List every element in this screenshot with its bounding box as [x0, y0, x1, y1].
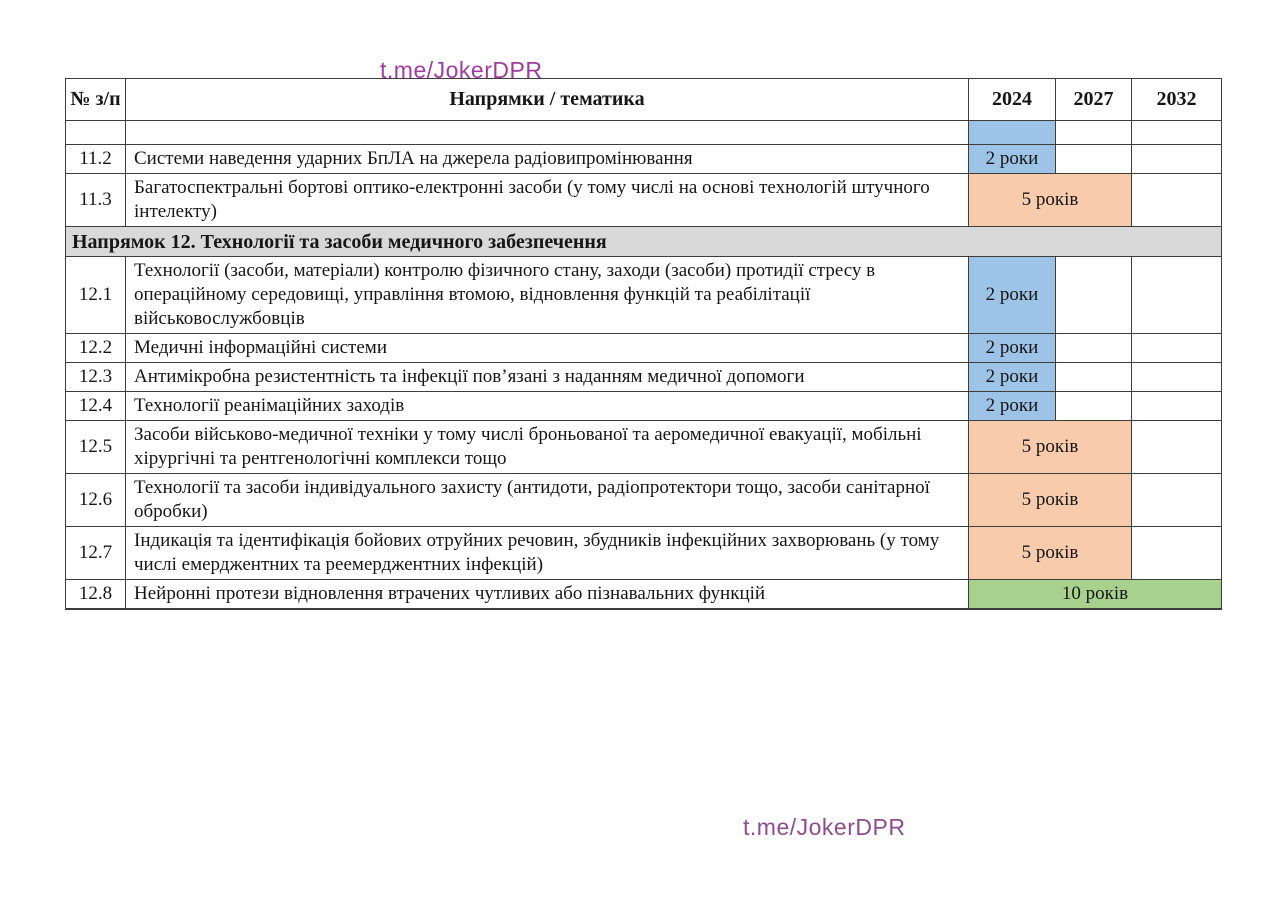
row-topic-text: Засоби військово-медичної техніки у тому… — [125, 420, 969, 474]
table-row: 12.2 Медичні інформаційні системи 2 роки — [65, 333, 1222, 363]
timeline-cell-empty — [1131, 526, 1222, 580]
timeline-cell-empty — [1055, 333, 1132, 363]
row-number: 12.3 — [65, 362, 126, 392]
timeline-cell-orange: 5 років — [968, 526, 1132, 580]
row-topic-text: Технології (засоби, матеріали) контролю … — [125, 256, 969, 334]
row-topic-text — [125, 120, 969, 145]
timeline-cell-orange: 5 років — [968, 473, 1132, 527]
timeline-cell-blue: 2 роки — [968, 256, 1056, 334]
timeline-cell-empty — [1055, 144, 1132, 174]
row-topic-text: Індикація та ідентифікація бойових отруй… — [125, 526, 969, 580]
timeline-cell-blue: 2 роки — [968, 144, 1056, 174]
timeline-cell-empty — [1131, 391, 1222, 421]
column-header-2024: 2024 — [968, 78, 1056, 121]
watermark-top: t.me/JokerDPR — [380, 57, 543, 83]
row-number: 11.2 — [65, 144, 126, 174]
timeline-cell-empty — [1131, 144, 1222, 174]
row-topic-text: Багатоспектральні бортові оптико-електро… — [125, 173, 969, 227]
timeline-cell-blue: 2 роки — [968, 391, 1056, 421]
timeline-cell-empty — [1055, 362, 1132, 392]
row-topic-text: Системи наведення ударних БпЛА на джерел… — [125, 144, 969, 174]
timeline-cell-empty — [1131, 120, 1222, 145]
timeline-cell-green: 10 років — [968, 579, 1222, 610]
row-number: 12.6 — [65, 473, 126, 527]
section-header-label: Напрямок 12. Технології та засоби медичн… — [65, 226, 1222, 257]
timeline-cell-empty — [1131, 173, 1222, 227]
timeline-cell-orange: 5 років — [968, 420, 1132, 474]
table-row: 12.7 Індикація та ідентифікація бойових о… — [65, 526, 1222, 580]
row-number: 12.1 — [65, 256, 126, 334]
table-row: 12.1 Технології (засоби, матеріали) контр… — [65, 256, 1222, 334]
row-number: 11.3 — [65, 173, 126, 227]
timeline-cell-empty — [1131, 420, 1222, 474]
table-row: 11.3 Багатоспектральні бортові оптико-еле… — [65, 173, 1222, 227]
table-row: 12.3 Антимікробна резистентність та інфек… — [65, 362, 1222, 392]
row-number: 12.4 — [65, 391, 126, 421]
timeline-cell-blue: 2 роки — [968, 362, 1056, 392]
column-header-topic: Напрямки / тематика — [125, 78, 969, 121]
row-topic-text: Нейронні протези відновлення втрачених ч… — [125, 579, 969, 610]
table-row: 12.5 Засоби військово-медичної техніки у … — [65, 420, 1222, 474]
row-number: 12.8 — [65, 579, 126, 610]
table-row: 12.8 Нейронні протези відновлення втрачен… — [65, 579, 1222, 610]
table-header-row: № з/п Напрямки / тематика 2024 2027 2032 — [65, 78, 1222, 121]
timeline-cell-empty — [1055, 256, 1132, 334]
roadmap-table: № з/п Напрямки / тематика 2024 2027 2032… — [65, 78, 1222, 610]
timeline-cell-empty — [1131, 333, 1222, 363]
table-row: 12.4 Технології реанімаційних заходів 2 ро… — [65, 391, 1222, 421]
section-header-row: Напрямок 12. Технології та засоби медичн… — [65, 226, 1222, 257]
timeline-cell-blue: 2 роки — [968, 333, 1056, 363]
row-topic-text: Технології та засоби індивідуального зах… — [125, 473, 969, 527]
table-row: 11.2 Системи наведення ударних БпЛА на дж… — [65, 144, 1222, 174]
timeline-cell-empty — [1055, 391, 1132, 421]
timeline-cell-empty — [1131, 256, 1222, 334]
row-number — [65, 120, 126, 145]
timeline-cell-empty — [1131, 362, 1222, 392]
timeline-cell-empty — [1055, 120, 1132, 145]
row-topic-text: Медичні інформаційні системи — [125, 333, 969, 363]
row-topic-text: Антимікробна резистентність та інфекції … — [125, 362, 969, 392]
column-header-2032: 2032 — [1131, 78, 1222, 121]
column-header-num: № з/п — [65, 78, 126, 121]
watermark-bottom: t.me/JokerDPR — [743, 814, 906, 840]
row-topic-text: Технології реанімаційних заходів — [125, 391, 969, 421]
column-header-2027: 2027 — [1055, 78, 1132, 121]
timeline-cell-empty — [1131, 473, 1222, 527]
timeline-cell-blue — [968, 120, 1056, 145]
table-row: 12.6 Технології та засоби індивідуального… — [65, 473, 1222, 527]
row-number: 12.7 — [65, 526, 126, 580]
timeline-cell-orange: 5 років — [968, 173, 1132, 227]
row-number: 12.2 — [65, 333, 126, 363]
continuation-row — [65, 120, 1222, 145]
row-number: 12.5 — [65, 420, 126, 474]
